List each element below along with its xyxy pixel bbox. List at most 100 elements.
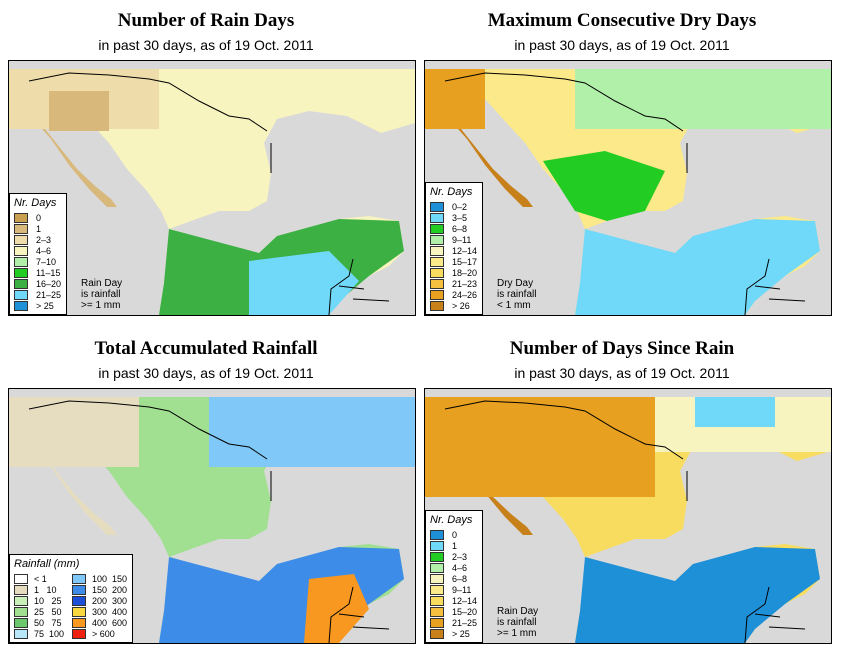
- legend-swatch: [14, 595, 28, 606]
- legend-swatch: [14, 278, 28, 289]
- note-rain-day: Rain Day is rainfall >= 1 mm: [81, 278, 122, 311]
- legend-label: 4–6: [36, 245, 52, 256]
- legend-title: Nr. Days: [430, 514, 473, 526]
- panel-subtitle: in past 30 days, as of 19 Oct. 2011: [98, 37, 314, 53]
- legend-swatch: [430, 223, 444, 234]
- legend-label: 400 600: [92, 617, 128, 628]
- map-canvas: [9, 69, 415, 315]
- legend-label: 0–2: [452, 201, 468, 212]
- legend-label: 3–5: [452, 212, 468, 223]
- legend-swatch: [14, 300, 28, 311]
- legend-item: 24–26: [430, 289, 477, 300]
- legend-label: 10 25: [34, 595, 62, 606]
- legend-label: 200 300: [92, 595, 128, 606]
- map-canvas: [425, 69, 831, 315]
- legend-swatch: [14, 267, 28, 278]
- legend-item: > 600: [72, 628, 127, 639]
- legend-swatch: [430, 256, 444, 267]
- note-line: >= 1 mm: [81, 300, 121, 311]
- legend-item: 9–11: [430, 234, 477, 245]
- legend-rows: 0–2 3–5 6–8 9–11 12–14 15–17 18–20 21–23 24–26 > …: [430, 201, 477, 311]
- legend-item: 3–5: [430, 212, 477, 223]
- legend-swatch: [72, 617, 87, 628]
- map-canvas: [9, 397, 415, 643]
- note-line: is rainfall: [81, 289, 121, 300]
- legend-swatch: [430, 606, 444, 617]
- region-heavy-south: [159, 547, 404, 643]
- legend-label: 150 200: [92, 584, 128, 595]
- legend-item: 1: [14, 223, 61, 234]
- legend-title: Nr. Days: [14, 197, 57, 209]
- panel-days-since-rain: Number of Days Since Rain in past 30 day…: [416, 328, 832, 648]
- note-line: is rainfall: [497, 617, 537, 628]
- legend-label: 7–10: [36, 256, 57, 267]
- legend-label: 9–11: [452, 584, 472, 595]
- legend-item: 75 100: [14, 628, 64, 639]
- region-moderate: [575, 69, 831, 129]
- legend-rain-days: Nr. Days 0 1 2–3 4–6 7–10 11–15 16–20 21–25 > 25: [9, 193, 68, 315]
- legend-swatch: [14, 628, 28, 639]
- legend-label: 4–6: [452, 562, 468, 573]
- legend-item: 7–10: [14, 256, 61, 267]
- note-rain-day: Rain Day is rainfall >= 1 mm: [497, 606, 538, 639]
- region-recent-south: [575, 547, 820, 643]
- legend-label: 1 10: [34, 584, 57, 595]
- legend-label: 100 150: [92, 573, 128, 584]
- legend-swatch: [14, 573, 28, 584]
- panel-total-rainfall: Total Accumulated Rainfall in past 30 da…: [0, 328, 416, 648]
- legend-swatch: [72, 584, 87, 595]
- legend-label: > 25: [36, 300, 54, 311]
- region-recent-north: [695, 397, 775, 427]
- legend-label: 2–3: [452, 551, 468, 562]
- legend-item: 0–2: [430, 201, 477, 212]
- legend-label: 11–15: [36, 267, 61, 278]
- legend-item: > 26: [430, 300, 477, 311]
- legend-label: 1: [452, 540, 458, 551]
- note-line: is rainfall: [497, 289, 537, 300]
- legend-item: 9–11: [430, 584, 477, 595]
- legend-item: 18–20: [430, 267, 477, 278]
- legend-label: 75 100: [34, 628, 65, 639]
- panel-title: Number of Rain Days: [117, 10, 295, 31]
- legend-swatch: [430, 529, 444, 540]
- legend-swatch: [430, 201, 444, 212]
- panel-subtitle: in past 30 days, as of 19 Oct. 2011: [514, 37, 730, 53]
- legend-item: 0: [430, 529, 477, 540]
- legend-item: 400 600: [72, 617, 127, 628]
- region-wet-south: [575, 219, 820, 315]
- legend-swatch: [14, 606, 28, 617]
- legend-rows: 0 1 2–3 4–6 6–8 9–11 12–14 15–20 21–25 > 25: [430, 529, 477, 639]
- legend-swatch: [430, 212, 444, 223]
- legend-label: < 1: [34, 573, 47, 584]
- legend-swatch: [72, 573, 87, 584]
- legend-item: 150 200: [72, 584, 127, 595]
- legend-label: 21–25: [36, 289, 62, 300]
- legend-label: 0: [36, 212, 42, 223]
- legend-label: > 25: [452, 628, 470, 639]
- legend-item: 10 25: [14, 595, 64, 606]
- region-long-since: [425, 397, 655, 497]
- region-dry-north: [9, 397, 139, 467]
- note-line: < 1 mm: [497, 300, 531, 311]
- note-dry-day: Dry Day is rainfall < 1 mm: [497, 278, 536, 311]
- legend-item: 21–25: [430, 617, 477, 628]
- legend-item: 2–3: [430, 551, 477, 562]
- legend-item: 6–8: [430, 223, 477, 234]
- legend-item: 2–3: [14, 234, 61, 245]
- panel-title: Total Accumulated Rainfall: [94, 338, 318, 359]
- legend-item: > 25: [14, 300, 61, 311]
- legend-days-since-rain: Nr. Days 0 1 2–3 4–6 6–8 9–11 12–14 15–20 21–25 >…: [425, 510, 484, 643]
- legend-item: 12–14: [430, 595, 477, 606]
- map-max-dry-days: Nr. Days 0–2 3–5 6–8 9–11 12–14 15–17 18–20 21–…: [424, 60, 832, 316]
- panel-rain-days: Number of Rain Days in past 30 days, as …: [0, 0, 416, 320]
- legend-swatch: [430, 245, 444, 256]
- legend-item: 200 300: [72, 595, 127, 606]
- legend-item: 4–6: [14, 245, 61, 256]
- note-line: Rain Day: [81, 278, 123, 289]
- legend-swatch: [430, 551, 444, 562]
- legend-swatch: [430, 584, 444, 595]
- legend-swatch: [430, 267, 444, 278]
